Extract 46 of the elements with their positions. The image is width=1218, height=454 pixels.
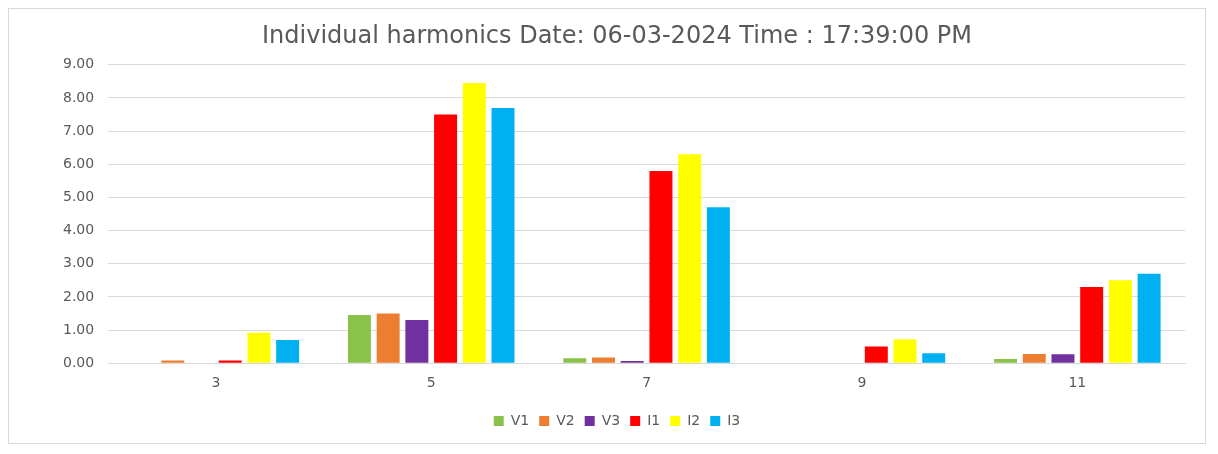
bar: [1080, 286, 1104, 363]
y-tick-label: 7.00: [63, 121, 95, 138]
bar: [462, 83, 486, 363]
y-tick-label: 4.00: [63, 221, 95, 238]
bar: [161, 360, 185, 363]
bar: [276, 339, 300, 363]
bar: [1108, 280, 1132, 363]
y-tick-label: 8.00: [63, 88, 95, 105]
bar: [563, 358, 587, 363]
bar: [864, 346, 888, 363]
bar: [247, 332, 271, 363]
legend-label: I1: [647, 411, 661, 428]
x-tick-label: 3: [211, 374, 221, 391]
y-tick-label: 1.00: [63, 320, 95, 337]
bar: [994, 358, 1018, 363]
bar: [405, 320, 429, 363]
x-tick-label: 11: [1068, 374, 1087, 391]
bar: [893, 339, 917, 363]
bar: [347, 315, 371, 363]
bar: [649, 170, 673, 363]
legend-label: V2: [556, 411, 575, 428]
bar: [1051, 354, 1075, 363]
chart-title: Individual harmonics Date: 06-03-2024 Time : 17:39:00 PM: [261, 20, 973, 49]
bar: [1137, 273, 1161, 363]
y-tick-label: 5.00: [63, 188, 95, 205]
bar: [434, 114, 458, 363]
y-tick-label: 0.00: [63, 353, 95, 370]
legend-label: I2: [687, 411, 701, 428]
bar: [1022, 353, 1046, 363]
y-tick-label: 9.00: [63, 55, 95, 72]
x-tick-label: 9: [857, 374, 867, 391]
bar: [592, 357, 615, 363]
x-tick-label: 5: [426, 374, 436, 391]
y-tick-label: 2.00: [63, 287, 95, 304]
bar: [218, 360, 242, 363]
y-tick-label: 3.00: [63, 254, 95, 271]
bar: [376, 313, 400, 363]
x-tick-label: 7: [642, 374, 652, 391]
legend-label: V1: [510, 411, 530, 428]
legend-label: V3: [601, 411, 621, 428]
bar: [706, 207, 730, 363]
bar: [678, 154, 702, 363]
bar: [491, 107, 515, 363]
legend-label: I3: [727, 411, 741, 428]
bar: [922, 353, 946, 363]
y-tick-label: 6.00: [63, 154, 95, 171]
